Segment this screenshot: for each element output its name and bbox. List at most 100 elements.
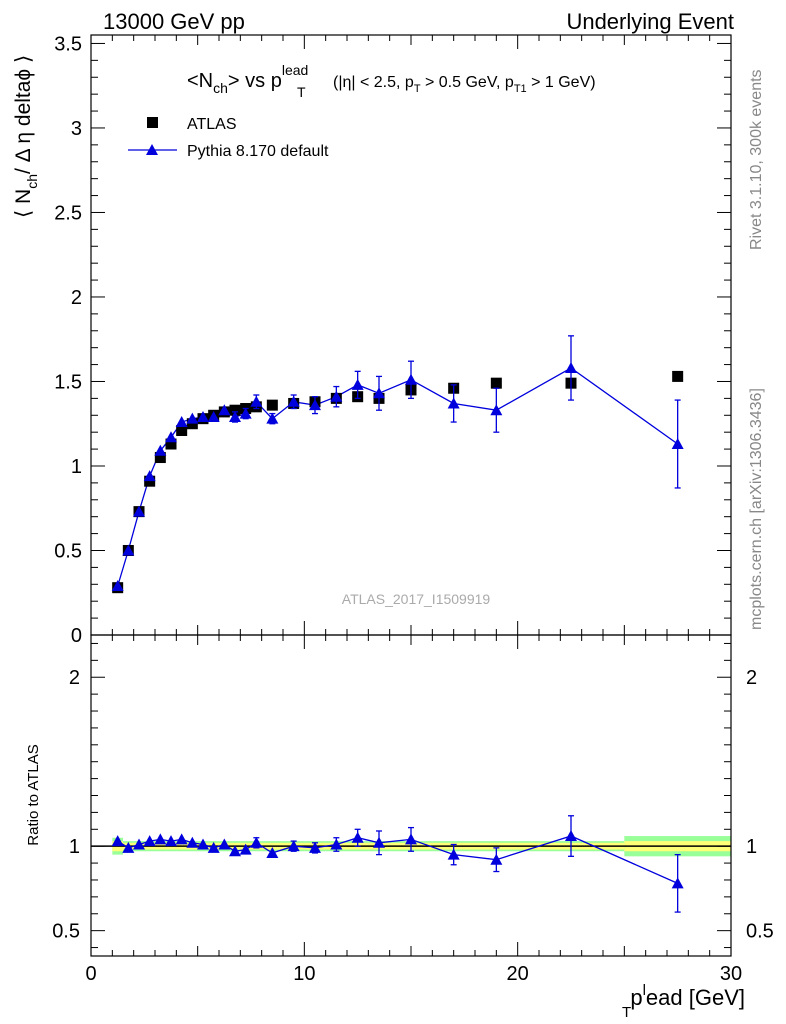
ratio-frame [90,634,732,957]
ratio-pythia-point [218,838,231,850]
title-main: <N [187,70,213,92]
main-y-tick-label: 1.5 [54,371,82,393]
pythia-line [117,367,679,587]
pythia-point [565,361,577,373]
main-y-tick-labels: 0 0.5 1 1.5 2 2.5 3 3.5 [54,33,82,647]
ratio-pythia-point [111,835,124,847]
main-y-tick-label: 2.5 [54,202,82,224]
ratio-pythia-point [239,843,252,855]
pythia-point [490,404,503,416]
ratio-pythia-point [207,841,220,853]
ratio-pythia-point [197,838,209,850]
atlas-point [186,418,198,430]
legend: ATLAS Pythia 8.170 default [128,116,329,160]
pythia-point [671,438,684,450]
main-y-tick-label: 3.5 [54,33,82,55]
ratio-pythia-point [143,835,156,847]
main-panel: 00.511.522.533.5 ATLAS_2017_I1509919 <Nc… [12,33,732,647]
atlas-point [154,452,166,464]
title-main-mid: > vs p [228,70,282,92]
xlabel-main: p [630,985,642,1010]
mcplots-label: mcplots.cern.ch [arXiv:1306.3436] [748,388,765,630]
pythia-point [373,387,385,399]
chart-title: <Nch> vs plead [187,62,308,96]
ratio-pythia-point [122,841,135,853]
ratio-panel: 0.5 0.5 1 1 2 2 0 10 20 30 Ratio to ATLAS plead … [25,634,774,1021]
legend-pythia-label: Pythia 8.170 default [187,143,329,160]
xlabel-sup: l [643,982,646,999]
ratio-pythia-point [133,838,145,850]
ratio-y-tick-label-right: 1 [746,836,757,858]
ratio-y-tick-label-left: 1 [69,836,80,858]
pythia-point [143,470,156,482]
ratio-pythia-point [186,836,199,848]
pythia-point [218,404,231,416]
pythia-point [239,407,252,419]
cuts-b-sub: T1 [514,83,527,95]
ratio-pythia-point [671,877,684,889]
pythia-point [186,412,199,424]
ratio-x-tick-label: 30 [720,963,742,985]
main-y-tick-label: 2 [71,287,82,309]
atlas-point [229,404,241,416]
pythia-point [122,544,135,556]
ratio-pythia-point [565,830,577,842]
ratio-x-tick-labels: 0 10 20 30 [85,963,742,985]
ratio-pythia-point [490,853,503,865]
atlas-point [490,377,502,389]
ylabel-right: / Δ η deltaϕ ⟩ [12,55,35,174]
cuts-a: (|η| < 2.5, p [333,74,414,91]
pythia-point [207,410,220,422]
atlas-point [672,370,684,382]
ratio-pythia-point [405,833,417,845]
pythia-point [250,395,263,407]
ratio-pythia-point [165,835,177,847]
main-ticks [90,35,732,636]
pythia-point [175,416,188,428]
atlas-point [165,438,177,450]
ratio-pythia-point [330,838,343,850]
legend-pythia-marker [146,144,158,155]
title-sup: lead [282,62,308,78]
ratio-x-tick-label: 20 [507,963,529,985]
pythia-point [351,378,364,390]
cuts-c: > 1 GeV) [527,74,596,91]
rivet-label: Rivet 3.1.10, 300k events [748,69,765,250]
pythia-point [154,444,167,456]
ratio-y-tick-label-left: 0.5 [52,921,80,943]
title-cuts: (|η| < 2.5, pT > 0.5 GeV, pT1 > 1 GeV) [333,74,596,95]
ratio-series [111,815,684,913]
ratio-x-label: plead [GeV] [630,982,745,1010]
xlabel-sub: T [622,1004,631,1021]
main-y-label: ⟨ Nch/ Δ η deltaϕ ⟩ [12,55,40,218]
title-main-sub2: T [297,84,306,100]
ratio-pythia-point [287,840,300,852]
ratio-pythia-point [447,848,460,860]
ratio-x-tick-label: 10 [293,963,315,985]
header-right: Underlying Event [566,9,734,34]
ratio-y-tick-label-right: 2 [746,667,757,689]
ratio-pythia-point [175,833,188,845]
xlabel-rest: ead [GeV] [646,985,745,1010]
ratio-ticks [90,635,732,956]
main-y-tick-label: 0 [71,625,82,647]
atlas-point [266,399,278,411]
pythia-point [287,395,300,407]
main-y-tick-label: 1 [71,456,82,478]
header-left: 13000 GeV pp [103,9,245,34]
pythia-point [405,373,417,385]
atlas-point [144,475,156,487]
ratio-y-label: Ratio to ATLAS [25,744,42,845]
ratio-pythia-point [309,841,321,853]
main-series [111,335,684,594]
pythia-point [165,431,177,443]
legend-atlas-label: ATLAS [187,116,237,133]
ratio-pythia-point [229,845,241,857]
ratio-pythia-point [351,831,364,843]
pythia-point [197,410,209,422]
ratio-y-tick-label-left: 2 [69,667,80,689]
ratio-y-tick-label-right: 0.5 [746,921,774,943]
pythia-point [330,390,343,402]
ylabel-sub: ch [24,174,40,189]
